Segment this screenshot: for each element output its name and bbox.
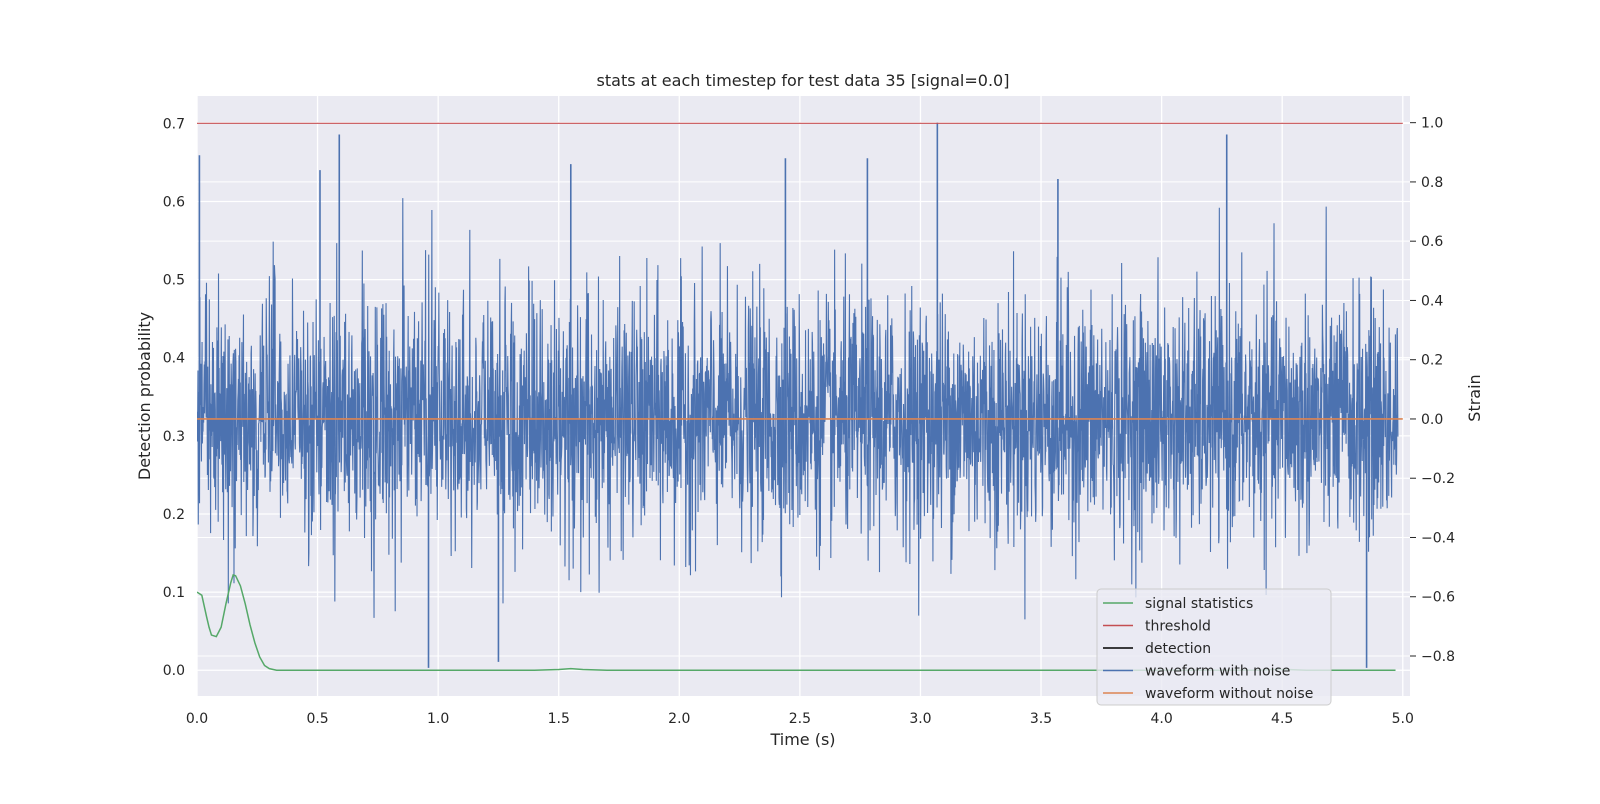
x-axis-ticks: 0.0 0.5 1.0 1.5 2.0 2.5 3.0 3.5 4.0 4.5 5.0 [186, 711, 1414, 727]
y2-tick-label: −0.2 [1421, 471, 1455, 487]
x-tick-label: 4.0 [1150, 711, 1172, 727]
legend-label: waveform with noise [1145, 664, 1290, 680]
legend-label: threshold [1145, 619, 1211, 635]
series-waveform-with-noise [197, 198, 1399, 620]
y2-tick-label: 0.2 [1421, 353, 1443, 369]
plot-area [197, 122, 1403, 671]
y-tick-label: 0.5 [163, 273, 185, 289]
y-tick-label: 0.6 [163, 194, 185, 210]
x-tick-label: 5.0 [1392, 711, 1414, 727]
y2-axis-ticks: −0.8 −0.6 −0.4 −0.2 0.0 0.2 0.4 0.6 0.8 1.0 [1410, 116, 1455, 665]
y-tick-label: 0.4 [163, 351, 185, 367]
x-tick-label: 1.5 [548, 711, 570, 727]
y2-tick-label: −0.6 [1421, 590, 1455, 606]
x-axis-label: Time (s) [769, 730, 835, 749]
legend-label: signal statistics [1145, 596, 1253, 612]
y2-tick-label: 0.4 [1421, 293, 1443, 309]
x-tick-label: 0.0 [186, 711, 208, 727]
y-axis-ticks: 0.0 0.1 0.2 0.3 0.4 0.5 0.6 0.7 [163, 116, 185, 679]
y2-tick-label: 0.0 [1421, 412, 1443, 428]
legend-box [1096, 588, 1332, 706]
y-axis-label: Detection probability [135, 312, 154, 480]
x-tick-label: 3.0 [909, 711, 931, 727]
x-tick-label: 1.0 [427, 711, 449, 727]
series-signal-statistics [197, 573, 1396, 671]
y2-tick-label: −0.8 [1421, 649, 1455, 665]
y-tick-label: 0.3 [163, 429, 185, 445]
y2-tick-label: 0.6 [1421, 234, 1443, 250]
y2-tick-label: −0.4 [1421, 530, 1455, 546]
y-tick-label: 0.2 [163, 507, 185, 523]
legend: signal statistics threshold detection wavef… [1096, 588, 1332, 706]
y2-tick-label: 1.0 [1421, 116, 1443, 132]
x-tick-label: 4.5 [1271, 711, 1293, 727]
x-tick-label: 0.5 [306, 711, 328, 727]
chart-title: stats at each timestep for test data 35 … [597, 71, 1010, 90]
y2-axis-label: Strain [1465, 374, 1484, 421]
legend-label: waveform without noise [1145, 686, 1313, 702]
y2-tick-label: 0.8 [1421, 175, 1443, 191]
y-tick-label: 0.1 [163, 585, 185, 601]
y-tick-label: 0.0 [163, 663, 185, 679]
x-tick-label: 3.5 [1030, 711, 1052, 727]
legend-label: detection [1145, 641, 1211, 657]
y-tick-label: 0.7 [163, 116, 185, 132]
x-tick-label: 2.5 [789, 711, 811, 727]
x-tick-label: 2.0 [668, 711, 690, 727]
